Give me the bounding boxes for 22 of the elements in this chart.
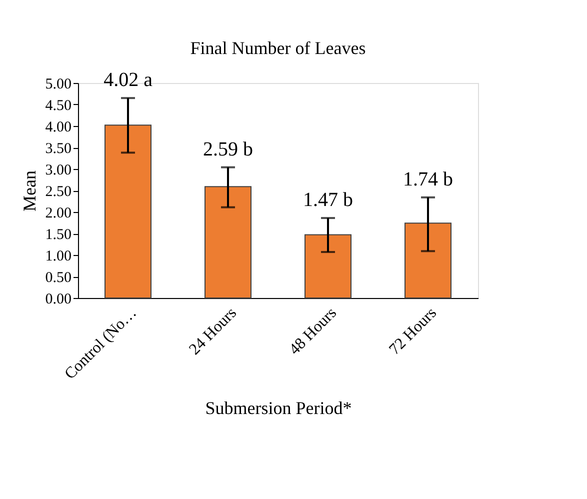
y-tick-label: 0.50 bbox=[45, 270, 72, 286]
y-tick-label: 1.00 bbox=[45, 248, 72, 264]
data-label: 1.47 b bbox=[303, 189, 353, 212]
bar bbox=[404, 222, 452, 298]
y-tick-label: 3.00 bbox=[45, 162, 72, 178]
chart-title: Final Number of Leaves bbox=[190, 38, 366, 58]
y-tick-label: 0.00 bbox=[45, 292, 72, 308]
y-tick-label: 2.00 bbox=[45, 206, 72, 222]
data-label: 2.59 b bbox=[203, 138, 253, 160]
bar bbox=[104, 124, 152, 298]
y-tick-label: 3.50 bbox=[45, 141, 72, 157]
bar bbox=[204, 186, 252, 298]
x-axis-title: Submersion Period* bbox=[205, 398, 352, 418]
y-tick-label: 1.50 bbox=[45, 227, 72, 243]
y-tick-label: 2.50 bbox=[45, 184, 72, 200]
y-tick-label: 4.00 bbox=[45, 120, 72, 136]
y-tick-label: 5.00 bbox=[45, 76, 72, 92]
y-axis-title: Mean bbox=[19, 170, 40, 212]
y-tick-label: 4.50 bbox=[45, 98, 72, 114]
bar bbox=[304, 234, 352, 298]
data-label: 1.74 b bbox=[403, 168, 453, 190]
data-label: 4.02 a bbox=[104, 69, 153, 92]
